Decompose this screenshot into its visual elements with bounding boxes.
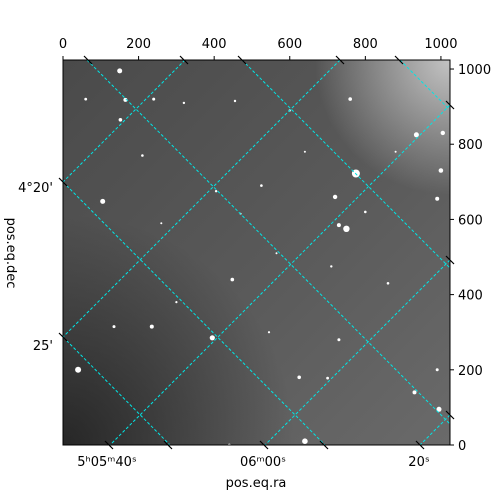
- star: [214, 190, 218, 193]
- grid-line-ra: [241, 60, 450, 269]
- y-pixel-axis: 0 200 400 600 800 1000: [450, 63, 491, 454]
- x-pixel-axis: 0 200 400 600 800 1000: [59, 37, 457, 60]
- star: [436, 406, 442, 412]
- star: [84, 97, 88, 101]
- star: [267, 331, 271, 334]
- grid-line-dec: [109, 104, 450, 445]
- x-pixel-tick-label: 1000: [424, 37, 457, 52]
- world-tick: [445, 410, 455, 420]
- world-ticks: [58, 55, 455, 450]
- star: [435, 368, 439, 372]
- world-tick: [335, 55, 345, 65]
- star: [438, 168, 444, 173]
- plot-area: [62, 59, 451, 446]
- star: [149, 324, 154, 329]
- ra-tick-label: 5ʰ05ᵐ40ˢ: [77, 455, 137, 470]
- grid-line-ra: [63, 181, 326, 445]
- y-pixel-tick-label: 200: [458, 364, 483, 379]
- star: [260, 184, 263, 187]
- star: [364, 210, 367, 214]
- star: [337, 338, 341, 342]
- world-tick: [445, 255, 455, 265]
- star: [332, 194, 338, 200]
- grid-line-ra: [399, 60, 450, 111]
- star: [343, 225, 350, 232]
- world-tick: [104, 440, 114, 450]
- y-axis-title: pos.eq.dec: [3, 218, 18, 289]
- world-tick: [83, 55, 93, 65]
- star: [336, 223, 341, 228]
- star: [118, 118, 123, 122]
- star: [230, 277, 235, 282]
- star: [348, 97, 353, 101]
- star: [412, 390, 417, 395]
- grid-line-dec: [264, 259, 450, 445]
- star: [297, 375, 302, 380]
- star: [302, 438, 308, 445]
- world-tick: [394, 55, 404, 65]
- world-tick: [237, 55, 247, 65]
- star: [275, 252, 278, 255]
- plot-frame: [62, 59, 451, 446]
- coordinate-grid: [63, 60, 450, 445]
- dec-tick-label: 4°20': [18, 181, 53, 196]
- star: [386, 282, 390, 285]
- sky-image-dark-corner: [63, 60, 450, 445]
- x-axis-title: pos.eq.ra: [226, 476, 287, 491]
- star: [141, 154, 144, 157]
- star: [152, 97, 156, 101]
- grid-line-dec: [63, 60, 186, 183]
- x-pixel-tick-label: 200: [126, 37, 151, 52]
- star: [326, 376, 329, 380]
- star: [160, 222, 163, 225]
- x-pixel-tick-label: 0: [59, 37, 67, 52]
- star: [100, 198, 106, 204]
- world-tick: [445, 100, 455, 110]
- star: [413, 132, 419, 138]
- x-pixel-tick-label: 800: [353, 37, 378, 52]
- stars: [75, 68, 445, 445]
- star: [435, 196, 440, 201]
- world-tick: [319, 440, 329, 450]
- star: [182, 101, 186, 105]
- ra-tick-label: 06ᵐ00ˢ: [240, 455, 286, 470]
- star: [175, 301, 178, 304]
- world-tick: [179, 55, 189, 65]
- dec-tick-label: 25': [33, 339, 53, 354]
- world-tick: [58, 177, 68, 187]
- grid-line-dec: [419, 414, 450, 445]
- star: [303, 150, 306, 153]
- ra-tick-label: 20ˢ: [408, 455, 430, 470]
- world-tick: [259, 440, 269, 450]
- star: [209, 335, 215, 341]
- star: [330, 265, 333, 268]
- y-pixel-tick-label: 400: [458, 289, 483, 304]
- star: [440, 130, 445, 136]
- star: [117, 68, 123, 74]
- world-tick: [415, 440, 425, 450]
- y-pixel-tick-label: 600: [458, 213, 483, 228]
- y-pixel-tick-label: 0: [458, 439, 466, 454]
- x-pixel-tick-label: 600: [277, 37, 302, 52]
- y-pixel-tick-label: 800: [458, 138, 483, 153]
- star: [394, 150, 397, 153]
- star: [112, 325, 116, 329]
- star: [75, 366, 82, 373]
- grid-line-ra: [86, 60, 450, 425]
- star: [233, 99, 237, 103]
- world-tick: [163, 440, 173, 450]
- grid-line-ra: [63, 336, 171, 445]
- x-pixel-tick-label: 400: [202, 37, 227, 52]
- grid-line-dec: [63, 60, 341, 338]
- world-tick: [58, 332, 68, 342]
- y-pixel-tick-label: 1000: [458, 63, 491, 78]
